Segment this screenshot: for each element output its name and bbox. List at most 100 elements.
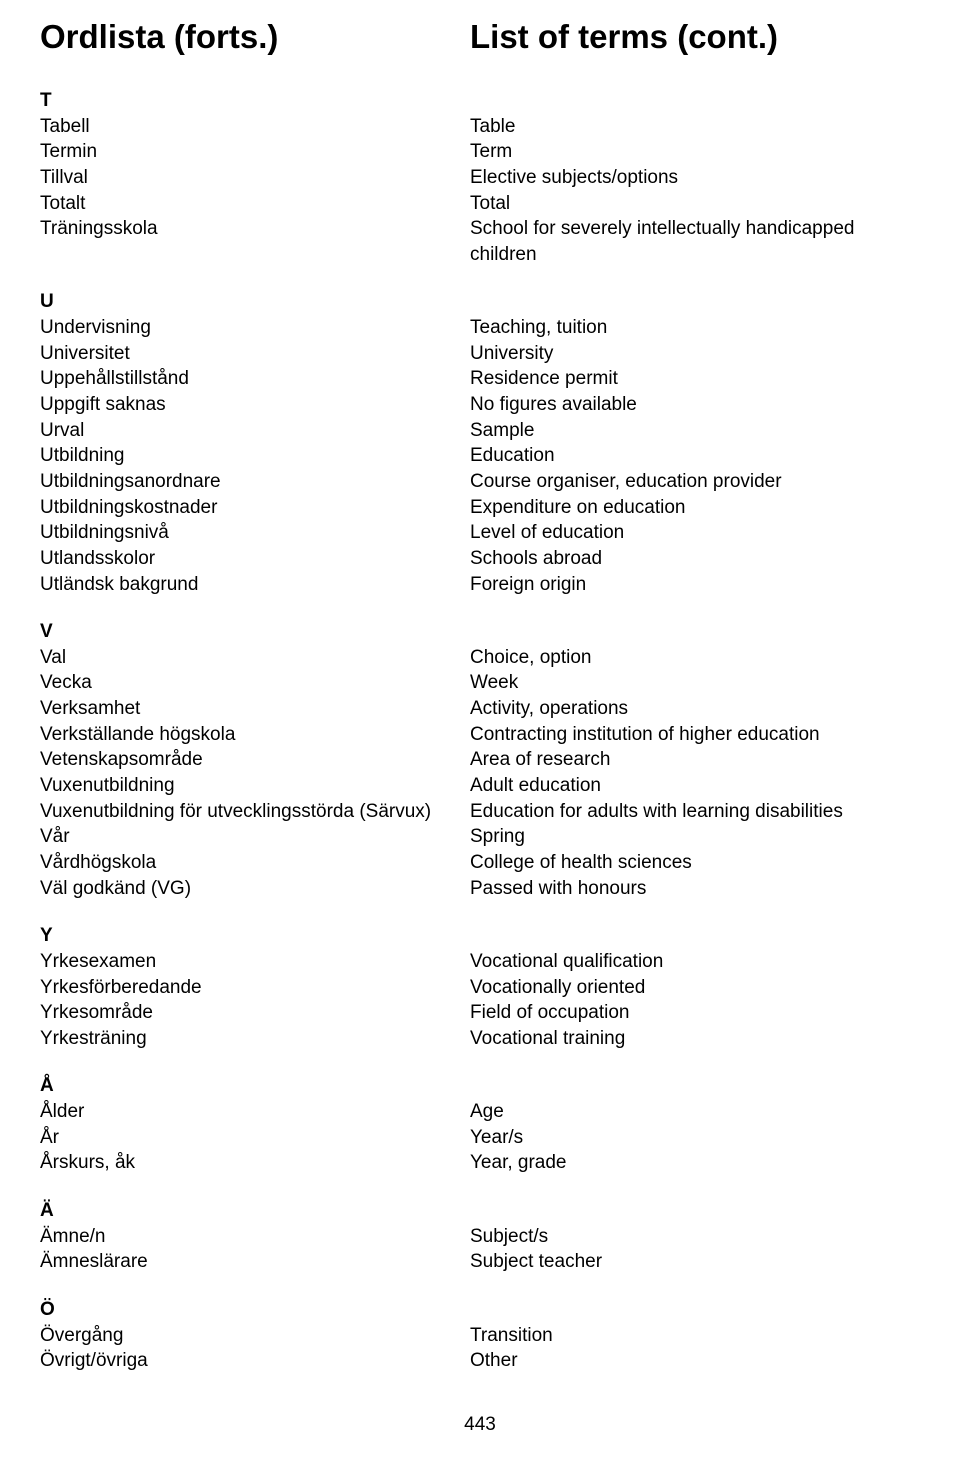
term-row: UppehållstillståndResidence permit [40, 366, 920, 392]
term-english: Age [470, 1099, 920, 1125]
term-english: Week [470, 670, 920, 696]
term-english: Foreign origin [470, 572, 920, 598]
section-letter: Ä [40, 1198, 920, 1224]
term-row: TerminTerm [40, 139, 920, 165]
term-swedish: Urval [40, 418, 470, 444]
term-swedish: Undervisning [40, 315, 470, 341]
term-row: ÅlderAge [40, 1099, 920, 1125]
term-row: YrkesområdeField of occupation [40, 1000, 920, 1026]
term-row: TräningsskolaSchool for severely intelle… [40, 216, 920, 267]
term-english: Vocationally oriented [470, 975, 920, 1001]
term-english: No figures available [470, 392, 920, 418]
term-swedish: Ämne/n [40, 1224, 470, 1250]
term-row: ValChoice, option [40, 645, 920, 671]
term-row: ÄmneslärareSubject teacher [40, 1249, 920, 1275]
term-swedish: Utbildningsanordnare [40, 469, 470, 495]
term-english: Field of occupation [470, 1000, 920, 1026]
heading-right: List of terms (cont.) [470, 18, 778, 56]
term-swedish: Tabell [40, 114, 470, 140]
term-english: Area of research [470, 747, 920, 773]
term-english: Table [470, 114, 920, 140]
term-english: Vocational qualification [470, 949, 920, 975]
section-letter: Å [40, 1073, 920, 1099]
term-row: Verkställande högskolaContracting instit… [40, 722, 920, 748]
term-swedish: Totalt [40, 191, 470, 217]
term-row: Vuxenutbildning för utvecklingsstörda (S… [40, 799, 920, 825]
term-swedish: Ämneslärare [40, 1249, 470, 1275]
glossary-section: UUndervisningTeaching, tuitionUniversite… [40, 289, 920, 597]
term-row: VetenskapsområdeArea of research [40, 747, 920, 773]
term-english: Term [470, 139, 920, 165]
glossary-section: ÅÅlderAgeÅrYear/sÅrskurs, åkYear, grade [40, 1073, 920, 1176]
glossary-section: ÄÄmne/nSubject/sÄmneslärareSubject teach… [40, 1198, 920, 1275]
term-row: UndervisningTeaching, tuition [40, 315, 920, 341]
term-swedish: Övrigt/övriga [40, 1348, 470, 1374]
term-row: Utländsk bakgrundForeign origin [40, 572, 920, 598]
term-swedish: Tillval [40, 165, 470, 191]
term-english: Course organiser, education provider [470, 469, 920, 495]
page-number: 443 [40, 1414, 920, 1436]
term-row: UtbildningEducation [40, 443, 920, 469]
glossary-section: VValChoice, optionVeckaWeekVerksamhetAct… [40, 619, 920, 901]
term-swedish: Yrkesexamen [40, 949, 470, 975]
term-swedish: Utländsk bakgrund [40, 572, 470, 598]
term-swedish: Årskurs, åk [40, 1150, 470, 1176]
term-row: YrkesträningVocational training [40, 1026, 920, 1052]
page-heading: Ordlista (forts.) List of terms (cont.) [40, 18, 920, 56]
term-english: Total [470, 191, 920, 217]
term-english: Adult education [470, 773, 920, 799]
term-row: UtbildningskostnaderExpenditure on educa… [40, 495, 920, 521]
term-swedish: Träningsskola [40, 216, 470, 267]
term-english: Expenditure on education [470, 495, 920, 521]
term-english: Year/s [470, 1125, 920, 1151]
term-english: Education [470, 443, 920, 469]
term-swedish: Vuxenutbildning för utvecklingsstörda (S… [40, 799, 470, 825]
term-english: Choice, option [470, 645, 920, 671]
term-row: VuxenutbildningAdult education [40, 773, 920, 799]
term-swedish: Uppehållstillstånd [40, 366, 470, 392]
glossary-section: TTabellTableTerminTermTillvalElective su… [40, 88, 920, 267]
term-swedish: Vår [40, 824, 470, 850]
term-row: UtbildningsanordnareCourse organiser, ed… [40, 469, 920, 495]
term-swedish: Yrkesförberedande [40, 975, 470, 1001]
term-swedish: Termin [40, 139, 470, 165]
term-row: UniversitetUniversity [40, 341, 920, 367]
term-row: TotaltTotal [40, 191, 920, 217]
section-letter: Y [40, 923, 920, 949]
term-swedish: Vuxenutbildning [40, 773, 470, 799]
term-swedish: Utbildning [40, 443, 470, 469]
term-english: Level of education [470, 520, 920, 546]
term-english: Education for adults with learning disab… [470, 799, 920, 825]
term-row: Övrigt/övrigaOther [40, 1348, 920, 1374]
term-english: Spring [470, 824, 920, 850]
term-row: Uppgift saknasNo figures available [40, 392, 920, 418]
term-row: VårSpring [40, 824, 920, 850]
term-swedish: Yrkesträning [40, 1026, 470, 1052]
section-letter: U [40, 289, 920, 315]
term-english: Sample [470, 418, 920, 444]
term-swedish: Uppgift saknas [40, 392, 470, 418]
term-row: VerksamhetActivity, operations [40, 696, 920, 722]
term-english: University [470, 341, 920, 367]
term-row: TillvalElective subjects/options [40, 165, 920, 191]
glossary-body: TTabellTableTerminTermTillvalElective su… [40, 88, 920, 1374]
term-row: VårdhögskolaCollege of health sciences [40, 850, 920, 876]
section-letter: T [40, 88, 920, 114]
term-row: TabellTable [40, 114, 920, 140]
term-swedish: Utlandsskolor [40, 546, 470, 572]
term-row: ÅrYear/s [40, 1125, 920, 1151]
term-swedish: Ålder [40, 1099, 470, 1125]
term-swedish: Universitet [40, 341, 470, 367]
term-swedish: Vårdhögskola [40, 850, 470, 876]
term-swedish: Verksamhet [40, 696, 470, 722]
term-swedish: Utbildningsnivå [40, 520, 470, 546]
term-row: YrkesförberedandeVocationally oriented [40, 975, 920, 1001]
term-english: Elective subjects/options [470, 165, 920, 191]
term-english: Passed with honours [470, 876, 920, 902]
section-letter: Ö [40, 1297, 920, 1323]
term-english: Vocational training [470, 1026, 920, 1052]
term-english: Subject/s [470, 1224, 920, 1250]
glossary-section: ÖÖvergångTransitionÖvrigt/övrigaOther [40, 1297, 920, 1374]
term-english: School for severely intellectually handi… [470, 216, 920, 267]
term-english: College of health sciences [470, 850, 920, 876]
